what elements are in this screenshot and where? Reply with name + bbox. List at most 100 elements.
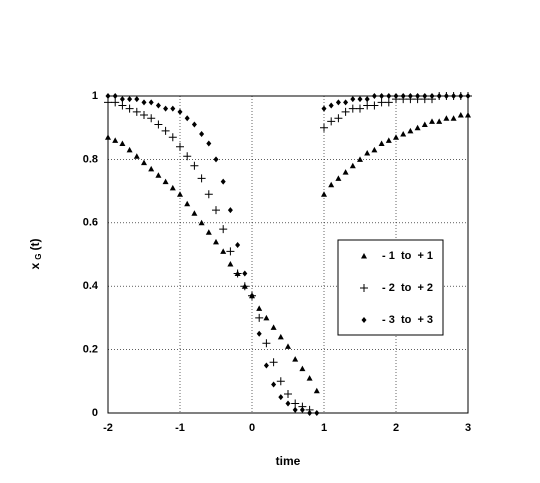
point [422, 93, 428, 99]
point [363, 101, 372, 110]
y-tick-label: 0.2 [83, 344, 98, 356]
point [327, 117, 336, 126]
y-tick-label: 0.8 [83, 153, 98, 165]
point [240, 282, 249, 291]
x-tick-label: 3 [465, 422, 471, 434]
point [263, 362, 269, 369]
point [299, 406, 305, 413]
point [429, 118, 435, 124]
point [465, 93, 471, 99]
point [148, 165, 155, 172]
point [233, 269, 242, 278]
point [378, 140, 385, 147]
point [384, 98, 393, 107]
legend-marker [361, 317, 367, 323]
x-tick-label: -2 [103, 422, 113, 434]
point [386, 93, 392, 99]
point [148, 99, 154, 106]
point [155, 172, 162, 178]
point [270, 324, 277, 330]
point [292, 406, 298, 413]
point [349, 162, 356, 169]
point [262, 339, 271, 348]
legend-label: - 2 to + 2 [382, 282, 433, 294]
point [379, 93, 385, 99]
point [204, 190, 213, 199]
point [220, 248, 227, 254]
x-tick-label: -1 [175, 422, 185, 434]
point [112, 93, 118, 99]
point [269, 358, 278, 367]
y-label-rest: (t) [28, 239, 42, 251]
point [235, 241, 241, 248]
x-axis-label: time [276, 454, 301, 468]
legend-label: - 1 to + 1 [382, 250, 433, 262]
point [348, 104, 357, 113]
point [307, 410, 313, 416]
point [170, 105, 176, 112]
point [443, 93, 449, 99]
point [291, 399, 300, 408]
point [451, 93, 457, 99]
point [393, 93, 399, 99]
point [132, 107, 141, 116]
point [320, 123, 328, 132]
point [197, 174, 206, 183]
point [306, 375, 313, 381]
point [364, 150, 371, 156]
point [184, 115, 190, 122]
point [314, 410, 320, 416]
point [125, 104, 134, 113]
point [278, 394, 284, 401]
point [126, 146, 133, 153]
point [213, 156, 219, 163]
point [284, 389, 292, 398]
point [242, 270, 248, 277]
point [118, 101, 127, 110]
point [328, 102, 334, 109]
point [111, 98, 120, 107]
point [292, 356, 299, 362]
point [205, 229, 212, 235]
point [285, 343, 291, 349]
point [335, 175, 342, 181]
point [364, 96, 370, 103]
point [190, 161, 199, 170]
plot-frame [107, 95, 469, 414]
point [350, 96, 356, 103]
y-tick-label: 0.6 [83, 217, 98, 229]
point [177, 191, 183, 197]
point [429, 93, 435, 99]
point [198, 219, 205, 226]
point [357, 156, 363, 162]
point [371, 93, 377, 99]
point [134, 96, 140, 103]
y-tick-label: 0 [92, 407, 98, 419]
point [415, 93, 421, 99]
point [141, 99, 147, 106]
point [104, 98, 112, 107]
y-label-sub: G [34, 254, 43, 260]
point [263, 314, 270, 321]
point [400, 131, 407, 137]
point [370, 101, 379, 110]
point [377, 98, 386, 107]
legend-label: - 3 to + 3 [382, 314, 433, 326]
point [371, 146, 378, 153]
point [147, 114, 156, 123]
point [343, 99, 349, 106]
point [357, 96, 363, 103]
point [105, 93, 111, 99]
point [168, 133, 177, 142]
point [407, 127, 414, 134]
x-tick-label: 2 [393, 422, 399, 434]
point [400, 93, 406, 99]
point [112, 137, 119, 143]
point [213, 238, 219, 245]
point [227, 207, 233, 214]
y-axis-label: xG (t) [28, 239, 43, 270]
point [249, 292, 255, 299]
point [465, 112, 471, 118]
point [162, 178, 169, 185]
